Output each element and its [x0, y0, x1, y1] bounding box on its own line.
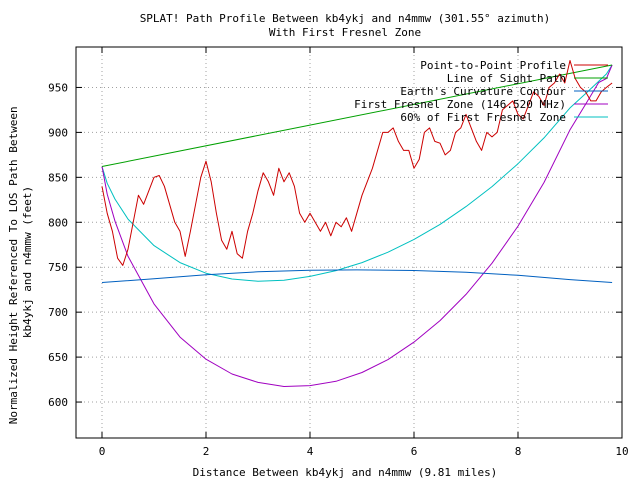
x-tick-label: 0 — [99, 445, 106, 458]
chart-subtitle: With First Fresnel Zone — [269, 26, 421, 39]
y-tick-label: 850 — [48, 171, 68, 184]
grid — [76, 47, 622, 438]
y-tick-label: 900 — [48, 126, 68, 139]
y-tick-label: 800 — [48, 216, 68, 229]
series-line-point-to-point-profile — [101, 60, 613, 266]
y-axis-label-line-1: Normalized Height Referenced To LOS Path… — [7, 106, 20, 424]
x-tick-label: 4 — [307, 445, 314, 458]
y-axis-label: Normalized Height Referenced To LOS Path… — [7, 100, 34, 425]
series-line-line-of-sight-path — [101, 64, 613, 167]
legend-entry-60-of-first-fresnel-zone: 60% of First Fresnel Zone — [400, 111, 566, 124]
x-tick-label: 6 — [411, 445, 418, 458]
x-axis-label: Distance Between kb4ykj and n4mmw (9.81 … — [193, 466, 498, 479]
series-line-60-of-first-fresnel-zone — [101, 64, 613, 282]
legend-entry-point-to-point-profile: Point-to-Point Profile — [420, 59, 566, 72]
series-line-first-fresnel-zone-146-520-mhz — [101, 64, 613, 387]
y-tick-label: 950 — [48, 81, 68, 94]
legend-entry-earth-s-curvature-contour: Earth's Curvature Contour — [400, 85, 566, 98]
x-tick-label: 10 — [615, 445, 628, 458]
y-axis-label-line-2: kb4ykj and n4mmw (feet) — [21, 186, 34, 338]
x-tick-label: 8 — [515, 445, 522, 458]
y-tick-label: 700 — [48, 306, 68, 319]
legend-entry-first-fresnel-zone-146-520-mhz: First Fresnel Zone (146.520 MHz) — [354, 98, 566, 111]
plot-frame — [75, 46, 623, 439]
legend-entry-line-of-sight-path: Line of Sight Path — [447, 72, 566, 85]
y-tick-label: 600 — [48, 396, 68, 409]
series-line-earth-s-curvature-contour — [101, 269, 613, 283]
x-tick-label: 2 — [203, 445, 210, 458]
y-tick-label: 650 — [48, 351, 68, 364]
series-layer — [101, 60, 613, 387]
y-tick-label: 750 — [48, 261, 68, 274]
chart-title: SPLAT! Path Profile Between kb4ykj and n… — [140, 12, 551, 25]
axis-ticks: 0 2 4 6 8 10 600 650 700 750 800 850 900 950 — [48, 47, 629, 458]
